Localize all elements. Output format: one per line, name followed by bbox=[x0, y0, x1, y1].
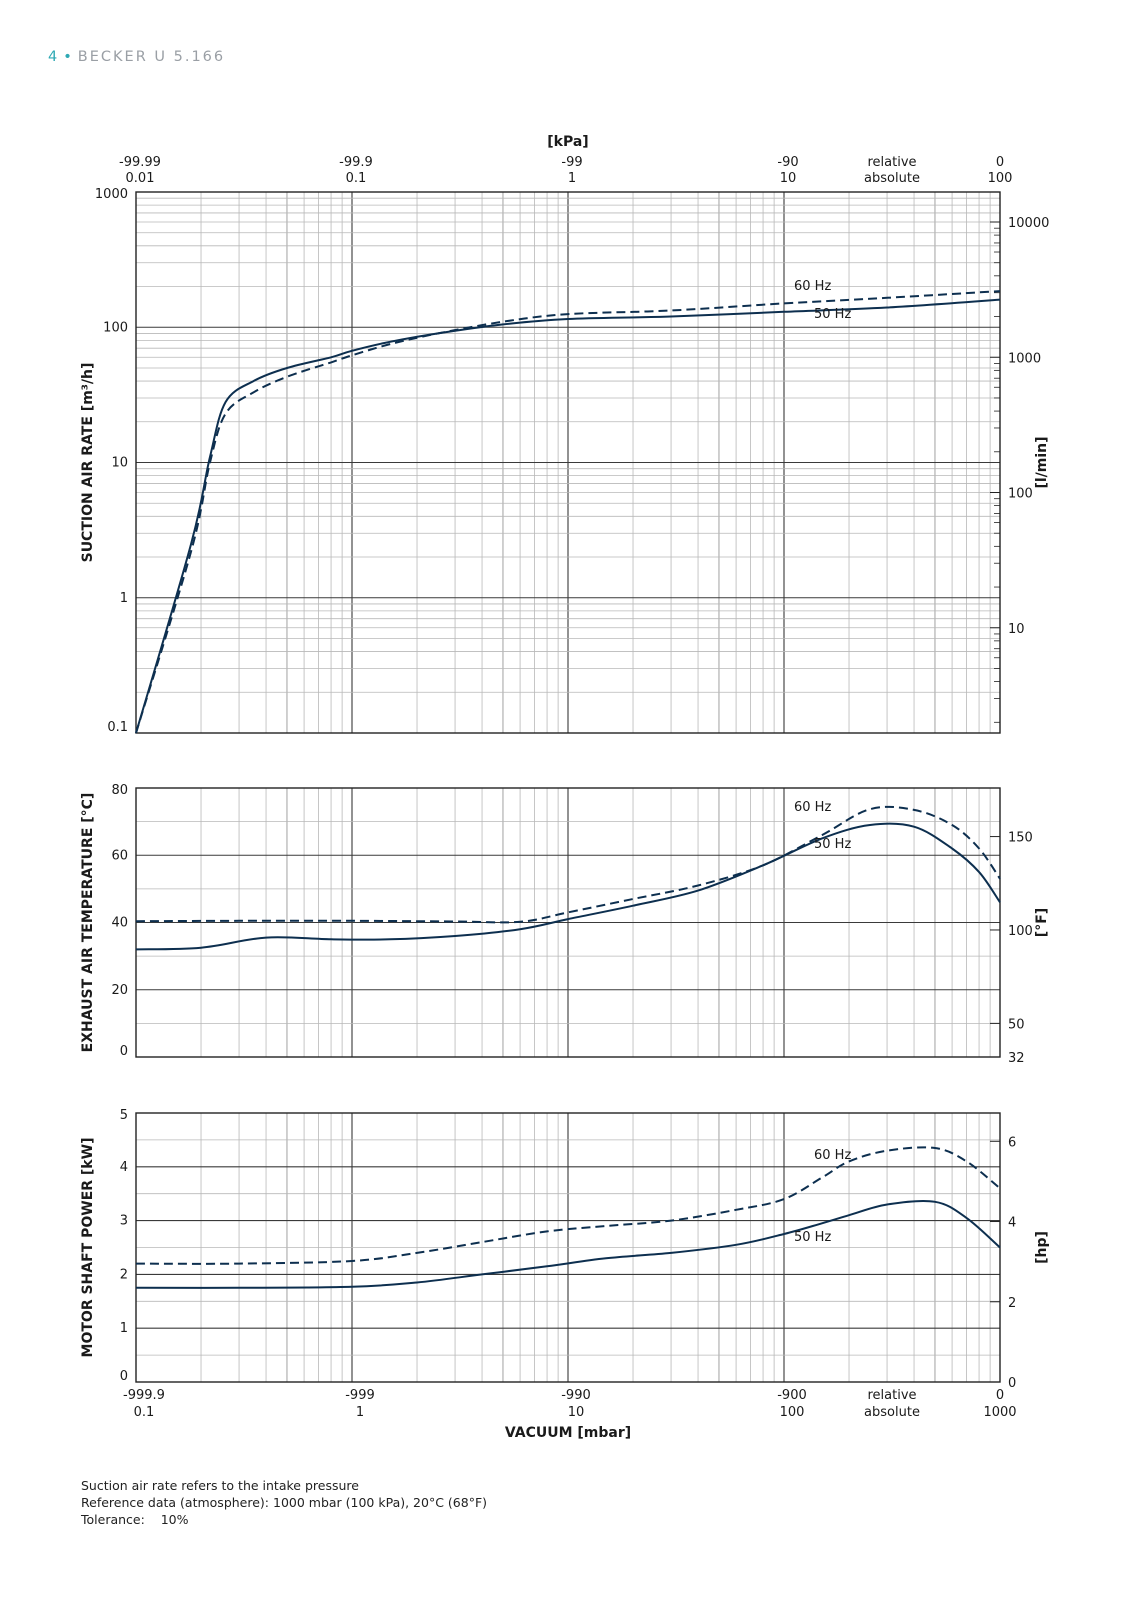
y2-tick-label: 10000 bbox=[1008, 216, 1049, 231]
series-label: 50 Hz bbox=[814, 837, 851, 852]
footnotes: Suction air rate refers to the intake pr… bbox=[81, 1477, 487, 1528]
top-tick-relative: 0 bbox=[996, 155, 1004, 170]
y2-tick-label: 6 bbox=[1008, 1135, 1016, 1150]
note-intake-pressure: Suction air rate refers to the intake pr… bbox=[81, 1478, 359, 1493]
series-label: 50 Hz bbox=[794, 1230, 831, 1245]
y2-tick-label: 150 bbox=[1008, 831, 1033, 846]
bottom-tick-relative: -900 bbox=[777, 1388, 807, 1403]
bottom-row-label-absolute: absolute bbox=[864, 1405, 920, 1420]
header-separator: • bbox=[63, 49, 74, 65]
y-tick-label: 1 bbox=[120, 1321, 128, 1336]
y-tick-label: 1 bbox=[120, 591, 128, 606]
y-tick-label: 0 bbox=[120, 1044, 128, 1059]
y2-tick-label: 100 bbox=[1008, 487, 1033, 502]
y-tick-label: 5 bbox=[120, 1108, 128, 1123]
top-tick-relative: -99.9 bbox=[339, 155, 373, 170]
y-tick-label: 1000 bbox=[95, 187, 128, 202]
bottom-tick-absolute: 1 bbox=[356, 1405, 364, 1420]
series-label: 60 Hz bbox=[794, 279, 831, 294]
y-axis-title: EXHAUST AIR TEMPERATURE [°C] bbox=[80, 793, 96, 1053]
y2-tick-label: 10 bbox=[1008, 622, 1025, 637]
bottom-tick-relative: -999 bbox=[345, 1388, 375, 1403]
y-tick-label: 40 bbox=[111, 916, 128, 931]
top-tick-relative: -99 bbox=[561, 155, 582, 170]
y2-tick-label: 1000 bbox=[1008, 351, 1041, 366]
top-tick-absolute: 10 bbox=[780, 171, 797, 186]
top-tick-absolute: 1 bbox=[568, 171, 576, 186]
top-tick-relative: -90 bbox=[777, 155, 798, 170]
page-number: 4 bbox=[48, 49, 60, 65]
bottom-row-label-relative: relative bbox=[867, 1388, 916, 1403]
y2-tick-label: 0 bbox=[1008, 1376, 1016, 1391]
product-name: BECKER U 5.166 bbox=[77, 49, 226, 65]
y-tick-label: 4 bbox=[120, 1160, 128, 1175]
series-line-60-hz bbox=[135, 290, 1001, 734]
y-tick-label: 10 bbox=[111, 456, 128, 471]
series-line-60-hz bbox=[135, 805, 1001, 924]
page-header: 4 • BECKER U 5.166 bbox=[48, 49, 225, 65]
bottom-tick-relative: -999.9 bbox=[123, 1388, 165, 1403]
bottom-tick-absolute: 0.1 bbox=[134, 1405, 155, 1420]
plot-frame bbox=[135, 191, 1001, 734]
y2-tick-label: 50 bbox=[1008, 1017, 1025, 1032]
series-line-50-hz bbox=[135, 1199, 1001, 1289]
top-row-label-relative: relative bbox=[867, 155, 916, 170]
top-axis-unit: [kPa] bbox=[547, 134, 588, 150]
x-axis-title: VACUUM [mbar] bbox=[505, 1425, 631, 1441]
bottom-tick-relative: -990 bbox=[561, 1388, 591, 1403]
note-reference-data: Reference data (atmosphere): 1000 mbar (… bbox=[81, 1495, 488, 1510]
top-tick-absolute: 100 bbox=[988, 171, 1013, 186]
top-tick-absolute: 0.01 bbox=[126, 171, 155, 186]
y2-tick-label: 32 bbox=[1008, 1051, 1025, 1066]
bottom-tick-relative: 0 bbox=[996, 1388, 1004, 1403]
y-tick-label: 20 bbox=[111, 983, 128, 998]
y-tick-label: 3 bbox=[120, 1214, 128, 1229]
y2-tick-label: 100 bbox=[1008, 924, 1033, 939]
y2-tick-label: 2 bbox=[1008, 1296, 1016, 1311]
y2-axis-title: [°F] bbox=[1034, 908, 1050, 937]
note-tolerance: Tolerance: 10% bbox=[81, 1512, 189, 1527]
y-tick-label: 100 bbox=[103, 320, 128, 335]
series-label: 50 Hz bbox=[814, 307, 851, 322]
y-tick-label: 0 bbox=[120, 1369, 128, 1384]
y2-axis-title: [l/min] bbox=[1034, 436, 1050, 488]
series-label: 60 Hz bbox=[794, 800, 831, 815]
series-line-50-hz bbox=[135, 298, 1001, 734]
y2-axis-title: [hp] bbox=[1034, 1231, 1050, 1264]
y-tick-label: 60 bbox=[111, 848, 128, 863]
bottom-tick-absolute: 10 bbox=[568, 1405, 585, 1420]
top-tick-relative: -99.99 bbox=[119, 155, 161, 170]
y2-tick-label: 4 bbox=[1008, 1216, 1016, 1231]
y-tick-label: 80 bbox=[111, 783, 128, 798]
y-axis-title: MOTOR SHAFT POWER [kW] bbox=[80, 1138, 96, 1358]
top-row-label-absolute: absolute bbox=[864, 171, 920, 186]
y-axis-title: SUCTION AIR RATE [m³/h] bbox=[80, 363, 96, 563]
series-line-50-hz bbox=[135, 822, 1001, 951]
y-tick-label: 0.1 bbox=[107, 720, 128, 735]
y-tick-label: 2 bbox=[120, 1267, 128, 1282]
bottom-tick-absolute: 1000 bbox=[983, 1405, 1016, 1420]
series-line-60-hz bbox=[135, 1146, 1001, 1265]
series-label: 60 Hz bbox=[814, 1148, 851, 1163]
plot-frame bbox=[135, 787, 1001, 1058]
top-tick-absolute: 0.1 bbox=[346, 171, 367, 186]
bottom-tick-absolute: 100 bbox=[780, 1405, 805, 1420]
